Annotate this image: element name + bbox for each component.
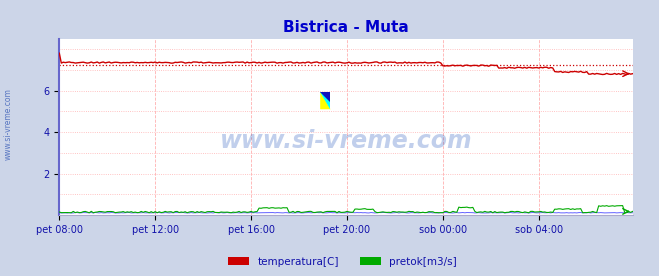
Text: www.si-vreme.com: www.si-vreme.com — [3, 88, 13, 160]
Text: www.si-vreme.com: www.si-vreme.com — [219, 129, 473, 153]
Legend: temperatura[C], pretok[m3/s]: temperatura[C], pretok[m3/s] — [224, 253, 461, 271]
Polygon shape — [320, 92, 331, 109]
Title: Bistrica - Muta: Bistrica - Muta — [283, 20, 409, 35]
Polygon shape — [320, 92, 331, 109]
Polygon shape — [320, 92, 331, 102]
